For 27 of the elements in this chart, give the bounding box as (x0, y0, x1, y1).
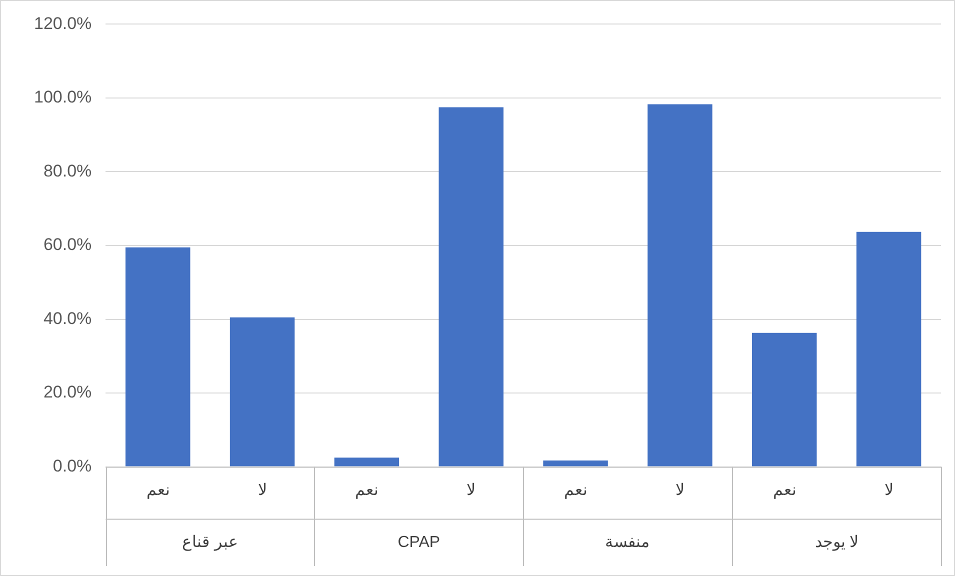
bar (856, 232, 922, 466)
x-tick-label: نعم (355, 482, 378, 499)
text: CPAP (398, 534, 440, 551)
text: عبر قناع (182, 534, 238, 551)
y-tick-label: 120.0% (34, 14, 92, 33)
bar (334, 458, 400, 466)
bar (125, 247, 190, 466)
bar (543, 460, 608, 466)
y-tick-label: 40.0% (43, 308, 92, 328)
bar (648, 104, 712, 466)
y-tick-label: 80.0% (43, 161, 92, 180)
x-tick-label: لا (258, 482, 267, 499)
x-tick-label: لا (466, 482, 476, 499)
y-tick-label: 20.0% (43, 382, 92, 402)
x-tick-label: نعم (146, 482, 170, 499)
text: لا يوجد (814, 534, 858, 551)
text: منفسة (605, 534, 650, 551)
x-tick-label: نعم (564, 482, 588, 499)
bar (438, 107, 504, 466)
y-tick-label: 60.0% (43, 235, 92, 254)
x-tick-label: لا (884, 482, 894, 499)
x-tick-label: نعم (772, 482, 796, 499)
y-tick-label: 0.0% (52, 456, 92, 476)
x-tick-label: لا (675, 482, 684, 499)
y-tick-label: 100.0% (34, 88, 92, 107)
bar (230, 317, 295, 466)
bar (752, 332, 817, 466)
